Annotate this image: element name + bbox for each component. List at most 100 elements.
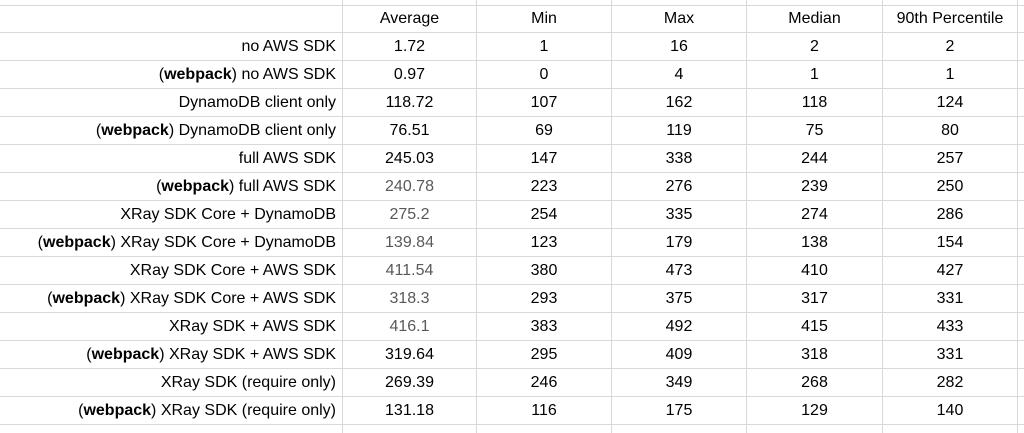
cell-max[interactable]: 162 [612,89,747,117]
cell-90th-percentile[interactable]: 257 [883,145,1018,173]
cell-min[interactable]: 380 [477,257,612,285]
cell-average[interactable]: 319.64 [343,341,477,369]
cell-average[interactable]: 318.3 [343,285,477,313]
cell-90th-percentile[interactable]: 154 [883,229,1018,257]
cell-90th-percentile[interactable]: 433 [883,313,1018,341]
cell-median[interactable]: 2 [747,33,883,61]
cell-90th-percentile[interactable]: 427 [883,257,1018,285]
cell-label[interactable]: XRay SDK Core + DynamoDB [0,201,343,229]
cell-label[interactable]: XRay SDK Core + AWS SDK [0,257,343,285]
partial-row-cell [747,0,883,6]
col-header-blank[interactable] [0,6,343,33]
cell-median[interactable]: 138 [747,229,883,257]
cell-90th-percentile[interactable]: 331 [883,285,1018,313]
cell-max[interactable]: 4 [612,61,747,89]
cell-min[interactable]: 0 [477,61,612,89]
col-header-90th-percentile[interactable]: 90th Percentile [883,6,1018,33]
cell-max[interactable]: 338 [612,145,747,173]
cell-max[interactable]: 119 [612,117,747,145]
cell-median[interactable]: 410 [747,257,883,285]
cell-90th-percentile[interactable]: 331 [883,341,1018,369]
cell-median[interactable]: 1 [747,61,883,89]
cell-min[interactable]: 223 [477,173,612,201]
cell-label[interactable]: XRay SDK + AWS SDK [0,313,343,341]
cell-median[interactable]: 268 [747,369,883,397]
cell-max[interactable]: 349 [612,369,747,397]
cell-min[interactable]: 147 [477,145,612,173]
cell-label[interactable]: no AWS SDK [0,33,343,61]
cell-median[interactable]: 317 [747,285,883,313]
cell-max[interactable]: 473 [612,257,747,285]
label-part: XRay SDK + AWS SDK [168,317,336,335]
cell-label[interactable]: full AWS SDK [0,145,343,173]
cell-label[interactable]: DynamoDB client only [0,89,343,117]
cell-min[interactable]: 69 [477,117,612,145]
label-part: ) XRay SDK Core + DynamoDB [110,233,336,251]
col-header-max[interactable]: Max [612,6,747,33]
cell-average[interactable]: 76.51 [343,117,477,145]
label-part-bold: webpack [43,233,111,251]
cell-90th-percentile[interactable]: 2 [883,33,1018,61]
cell-average[interactable]: 131.18 [343,397,477,425]
label-part: XRay SDK (require only) [160,373,336,391]
edge-column-cell [1018,257,1024,285]
cell-min[interactable]: 293 [477,285,612,313]
cell-label[interactable]: (webpack) XRay SDK Core + DynamoDB [0,229,343,257]
col-header-min[interactable]: Min [477,6,612,33]
edge-column-cell [1018,397,1024,425]
cell-min[interactable]: 254 [477,201,612,229]
cell-label[interactable]: XRay SDK (require only) [0,369,343,397]
cell-median[interactable]: 244 [747,145,883,173]
cell-median[interactable]: 415 [747,313,883,341]
cell-max[interactable]: 276 [612,173,747,201]
cell-max[interactable]: 16 [612,33,747,61]
cell-label[interactable]: (webpack) DynamoDB client only [0,117,343,145]
cell-max[interactable]: 492 [612,313,747,341]
cell-average[interactable]: 416.1 [343,313,477,341]
cell-average[interactable]: 275.2 [343,201,477,229]
cell-90th-percentile[interactable]: 250 [883,173,1018,201]
label-part-bold: webpack [161,177,230,195]
cell-90th-percentile[interactable]: 140 [883,397,1018,425]
col-header-median[interactable]: Median [747,6,883,33]
cell-90th-percentile[interactable]: 80 [883,117,1018,145]
partial-row-cell [343,425,477,433]
cell-max[interactable]: 175 [612,397,747,425]
cell-min[interactable]: 1 [477,33,612,61]
cell-median[interactable]: 75 [747,117,883,145]
cell-label[interactable]: (webpack) XRay SDK (require only) [0,397,343,425]
cell-90th-percentile[interactable]: 286 [883,201,1018,229]
cell-label[interactable]: (webpack) no AWS SDK [0,61,343,89]
cell-min[interactable]: 123 [477,229,612,257]
cell-max[interactable]: 409 [612,341,747,369]
cell-average[interactable]: 0.97 [343,61,477,89]
cell-median[interactable]: 318 [747,341,883,369]
cell-min[interactable]: 295 [477,341,612,369]
cell-average[interactable]: 411.54 [343,257,477,285]
cell-90th-percentile[interactable]: 282 [883,369,1018,397]
edge-column-cell [1018,6,1024,33]
cell-average[interactable]: 139.84 [343,229,477,257]
cell-90th-percentile[interactable]: 1 [883,61,1018,89]
cell-label[interactable]: (webpack) full AWS SDK [0,173,343,201]
cell-average[interactable]: 240.78 [343,173,477,201]
cell-90th-percentile[interactable]: 124 [883,89,1018,117]
cell-max[interactable]: 335 [612,201,747,229]
cell-min[interactable]: 383 [477,313,612,341]
cell-min[interactable]: 246 [477,369,612,397]
cell-median[interactable]: 239 [747,173,883,201]
cell-max[interactable]: 179 [612,229,747,257]
cell-min[interactable]: 116 [477,397,612,425]
cell-max[interactable]: 375 [612,285,747,313]
cell-average[interactable]: 269.39 [343,369,477,397]
cell-average[interactable]: 245.03 [343,145,477,173]
cell-median[interactable]: 274 [747,201,883,229]
cell-median[interactable]: 118 [747,89,883,117]
col-header-average[interactable]: Average [343,6,477,33]
cell-median[interactable]: 129 [747,397,883,425]
cell-label[interactable]: (webpack) XRay SDK + AWS SDK [0,341,343,369]
cell-label[interactable]: (webpack) XRay SDK Core + AWS SDK [0,285,343,313]
cell-min[interactable]: 107 [477,89,612,117]
cell-average[interactable]: 118.72 [343,89,477,117]
cell-average[interactable]: 1.72 [343,33,477,61]
